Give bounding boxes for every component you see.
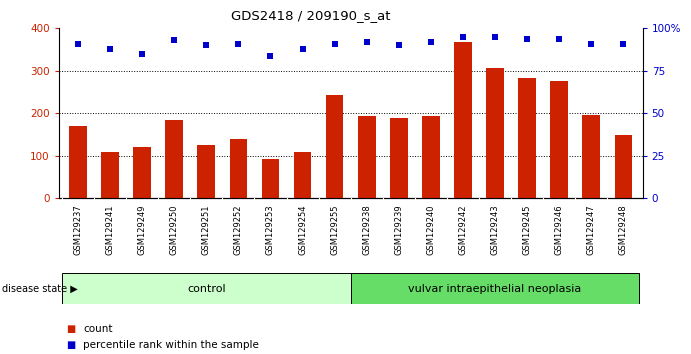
Point — [618, 41, 629, 46]
Point — [393, 42, 404, 48]
Bar — [198, 145, 215, 198]
Point — [361, 39, 372, 45]
Text: GSM129245: GSM129245 — [522, 204, 531, 255]
Text: GSM129239: GSM129239 — [395, 204, 404, 255]
Text: GSM129248: GSM129248 — [619, 204, 628, 255]
Bar — [326, 96, 343, 198]
Point — [553, 36, 565, 41]
Text: GSM129250: GSM129250 — [170, 204, 179, 255]
Point — [586, 41, 597, 46]
Bar — [229, 139, 247, 198]
Bar — [350, 273, 639, 304]
Point — [329, 41, 340, 46]
Text: GSM129243: GSM129243 — [491, 204, 500, 255]
Bar — [390, 118, 408, 198]
Bar — [294, 152, 312, 198]
Text: GSM129252: GSM129252 — [234, 204, 243, 255]
Text: GSM129240: GSM129240 — [426, 204, 435, 255]
Bar — [102, 152, 119, 198]
Text: vulvar intraepithelial neoplasia: vulvar intraepithelial neoplasia — [408, 284, 582, 293]
Point — [426, 39, 437, 45]
Point — [104, 46, 115, 52]
Bar — [133, 147, 151, 198]
Point — [73, 41, 84, 46]
Point — [169, 38, 180, 43]
Point — [522, 36, 533, 41]
Bar — [358, 116, 375, 198]
Text: GSM129237: GSM129237 — [73, 204, 82, 255]
Text: GSM129241: GSM129241 — [106, 204, 115, 255]
Bar — [69, 126, 87, 198]
Text: percentile rank within the sample: percentile rank within the sample — [83, 340, 259, 350]
Bar — [486, 68, 504, 198]
Bar — [583, 115, 600, 198]
Bar — [422, 116, 439, 198]
Point — [489, 34, 500, 40]
Point — [201, 42, 212, 48]
Text: GSM129254: GSM129254 — [298, 204, 307, 255]
Text: ■: ■ — [66, 324, 75, 333]
Text: GSM129251: GSM129251 — [202, 204, 211, 255]
Point — [297, 46, 308, 52]
Text: GSM129253: GSM129253 — [266, 204, 275, 255]
Text: GDS2418 / 209190_s_at: GDS2418 / 209190_s_at — [231, 9, 390, 22]
Point — [457, 34, 468, 40]
Bar — [262, 159, 279, 198]
Bar — [614, 135, 632, 198]
Text: GSM129255: GSM129255 — [330, 204, 339, 255]
Text: GSM129242: GSM129242 — [458, 204, 468, 255]
Text: GSM129249: GSM129249 — [138, 204, 146, 255]
Point — [137, 51, 148, 57]
Point — [265, 53, 276, 58]
Text: ■: ■ — [66, 340, 75, 350]
Bar — [454, 42, 472, 198]
Text: disease state ▶: disease state ▶ — [2, 284, 78, 293]
Text: count: count — [83, 324, 113, 333]
Bar — [518, 79, 536, 198]
Text: GSM129246: GSM129246 — [555, 204, 564, 255]
Bar — [551, 81, 568, 198]
Text: GSM129238: GSM129238 — [362, 204, 371, 255]
Bar — [62, 273, 350, 304]
Bar — [165, 120, 183, 198]
Point — [233, 41, 244, 46]
Text: control: control — [187, 284, 226, 293]
Text: GSM129247: GSM129247 — [587, 204, 596, 255]
